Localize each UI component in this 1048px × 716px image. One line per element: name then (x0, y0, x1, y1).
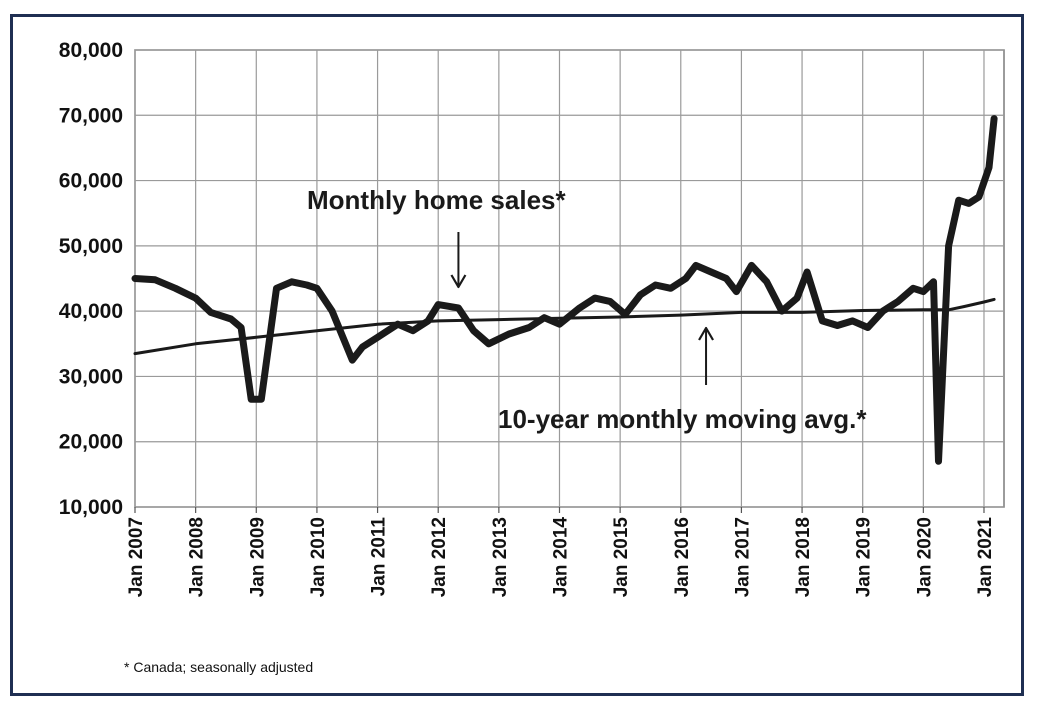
x-tick-label: Jan 2007 (126, 517, 147, 597)
x-tick-label: Jan 2018 (793, 517, 814, 597)
annotation-arrow-average-head (698, 326, 714, 341)
plot-area (134, 49, 1005, 508)
annotation-moving-average: 10-year monthly moving avg.* (498, 404, 867, 434)
annotations: Monthly home sales* 10-year monthly movi… (307, 185, 867, 434)
annotation-arrow-sales-head (450, 274, 467, 289)
x-tick-label: Jan 2010 (308, 517, 329, 597)
x-tick-label: Jan 2017 (732, 517, 753, 597)
x-tick-label: Jan 2013 (490, 517, 511, 597)
x-axis-ticks: Jan 2007 Jan 2008 Jan 2009 Jan 2010 Jan 2011… (126, 517, 996, 598)
y-tick-label: 10,000 (59, 496, 123, 519)
y-tick-label: 50,000 (59, 235, 123, 258)
moving-average-line (133, 297, 996, 356)
x-tick-label: Jan 2015 (611, 517, 632, 598)
x-tick-label: Jan 2014 (550, 517, 571, 598)
monthly-home-sales-line (131, 115, 998, 465)
x-tick-label: Jan 2016 (672, 517, 693, 597)
y-tick-label: 20,000 (59, 431, 123, 454)
footnote: * Canada; seasonally adjusted (124, 659, 314, 675)
y-tick-label: 60,000 (59, 170, 123, 193)
x-tick-label: Jan 2012 (429, 517, 450, 597)
y-tick-label: 30,000 (59, 365, 123, 388)
gridlines (134, 49, 1004, 513)
y-tick-label: 80,000 (59, 39, 123, 62)
x-tick-label: Jan 2009 (247, 517, 268, 597)
x-tick-label: Jan 2019 (854, 517, 875, 597)
x-tick-label: Jan 2008 (187, 517, 208, 597)
y-tick-label: 40,000 (59, 300, 123, 323)
x-tick-label: Jan 2021 (975, 517, 996, 598)
y-tick-label: 70,000 (59, 104, 123, 127)
series-lines (131, 115, 998, 465)
y-axis-ticks: 10,000 20,000 30,000 40,000 50,000 60,000 70,0… (59, 39, 123, 519)
annotation-monthly-home-sales: Monthly home sales* (307, 185, 566, 215)
x-tick-label: Jan 2020 (914, 517, 935, 597)
x-tick-label: Jan 2011 (369, 517, 390, 597)
plot-border (134, 49, 1005, 508)
